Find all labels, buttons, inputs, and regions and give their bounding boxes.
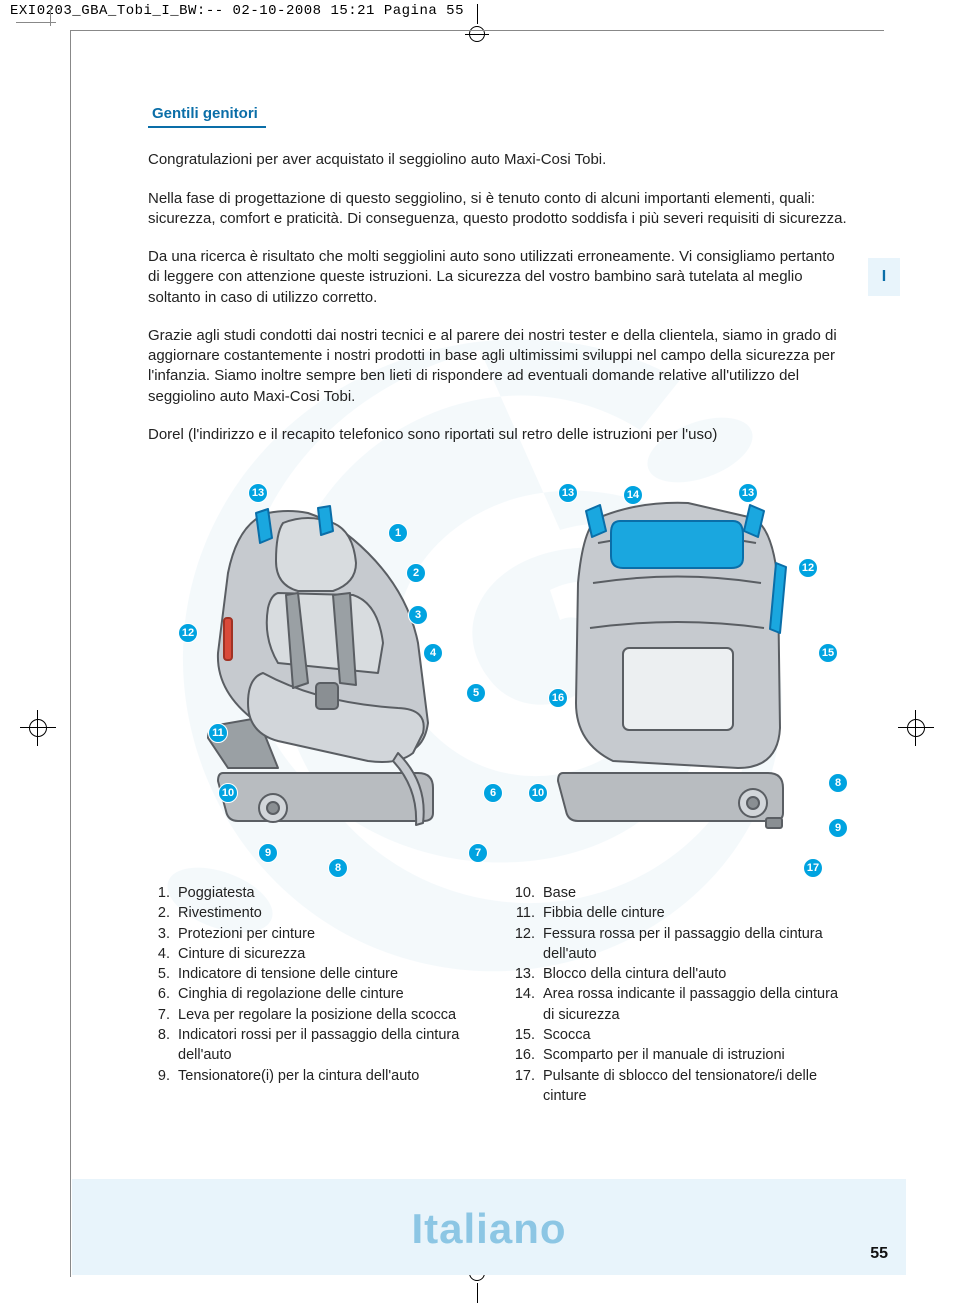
- registration-mark-right: [898, 710, 934, 746]
- legend-item: 17.Pulsante di sblocco del tensionatore/…: [513, 1066, 848, 1107]
- callout-16: 16: [548, 688, 568, 708]
- callout-5: 5: [466, 683, 486, 703]
- seat-rear-illustration: 131413121516108917: [528, 473, 828, 833]
- legend-item: 4.Cinture di sicurezza: [148, 944, 483, 964]
- legend-item: 10.Base: [513, 883, 848, 903]
- legend-item: 1.Poggiatesta: [148, 883, 483, 903]
- callout-13: 13: [558, 483, 578, 503]
- callout-2: 2: [406, 563, 426, 583]
- section-title: Gentili genitori: [148, 104, 266, 128]
- paragraph: Da una ricerca è risultato che molti seg…: [148, 247, 848, 308]
- paragraph: Congratulazioni per aver acquistato il s…: [148, 150, 848, 170]
- trim-mark: [50, 8, 51, 26]
- callout-7: 7: [468, 843, 488, 863]
- callout-6: 6: [483, 783, 503, 803]
- legend-item: 2.Rivestimento: [148, 903, 483, 923]
- legend-item: 13.Blocco della cintura dell'auto: [513, 964, 848, 984]
- legend-item: 3.Protezioni per cinture: [148, 924, 483, 944]
- callout-9: 9: [828, 818, 848, 838]
- registration-mark-left: [20, 710, 56, 746]
- callout-8: 8: [328, 858, 348, 878]
- callout-9: 9: [258, 843, 278, 863]
- footer-language-title: Italiano: [411, 1205, 566, 1253]
- callout-13: 13: [248, 483, 268, 503]
- footer-band: Italiano 55: [72, 1179, 906, 1275]
- callout-12: 12: [178, 623, 198, 643]
- legend-item: 5.Indicatore di tensione delle cinture: [148, 964, 483, 984]
- trim-mark: [16, 22, 56, 23]
- legend-item: 15.Scocca: [513, 1025, 848, 1045]
- legend-item: 14.Area rossa indicante il passaggio del…: [513, 984, 848, 1025]
- callout-4: 4: [423, 643, 443, 663]
- paragraph: Nella fase di progettazione di questo se…: [148, 189, 848, 230]
- diagram-area: 13123451211106987: [148, 473, 848, 873]
- callout-15: 15: [818, 643, 838, 663]
- page-content: Gentili genitori Congratulazioni per ave…: [148, 104, 848, 1106]
- callout-10: 10: [528, 783, 548, 803]
- callout-14: 14: [623, 485, 643, 505]
- callout-10: 10: [218, 783, 238, 803]
- legend-item: 9.Tensionatore(i) per la cintura dell'au…: [148, 1066, 483, 1086]
- callout-13: 13: [738, 483, 758, 503]
- legend-item: 8.Indicatori rossi per il passaggio dell…: [148, 1025, 483, 1066]
- legend-item: 16.Scomparto per il manuale di istruzion…: [513, 1045, 848, 1065]
- legend-item: 11.Fibbia delle cinture: [513, 903, 848, 923]
- legend-item: 7.Leva per regolare la posizione della s…: [148, 1005, 483, 1025]
- callout-17: 17: [803, 858, 823, 878]
- seat-front-illustration: 13123451211106987: [168, 473, 468, 833]
- language-tab: I: [868, 258, 900, 296]
- parts-legend: 1.Poggiatesta2.Rivestimento3.Protezioni …: [148, 883, 848, 1106]
- paragraph: Dorel (l'indirizzo e il recapito telefon…: [148, 425, 848, 445]
- callout-3: 3: [408, 605, 428, 625]
- legend-item: 12.Fessura rossa per il passaggio della …: [513, 924, 848, 965]
- callout-8: 8: [828, 773, 848, 793]
- callout-11: 11: [208, 723, 228, 743]
- legend-item: 6.Cinghia di regolazione delle cinture: [148, 984, 483, 1004]
- paragraph: Grazie agli studi condotti dai nostri te…: [148, 326, 848, 407]
- callout-12: 12: [798, 558, 818, 578]
- callout-1: 1: [388, 523, 408, 543]
- page-number: 55: [870, 1245, 888, 1263]
- legend-column-right: 10.Base11.Fibbia delle cinture12.Fessura…: [513, 883, 848, 1106]
- legend-column-left: 1.Poggiatesta2.Rivestimento3.Protezioni …: [148, 883, 483, 1106]
